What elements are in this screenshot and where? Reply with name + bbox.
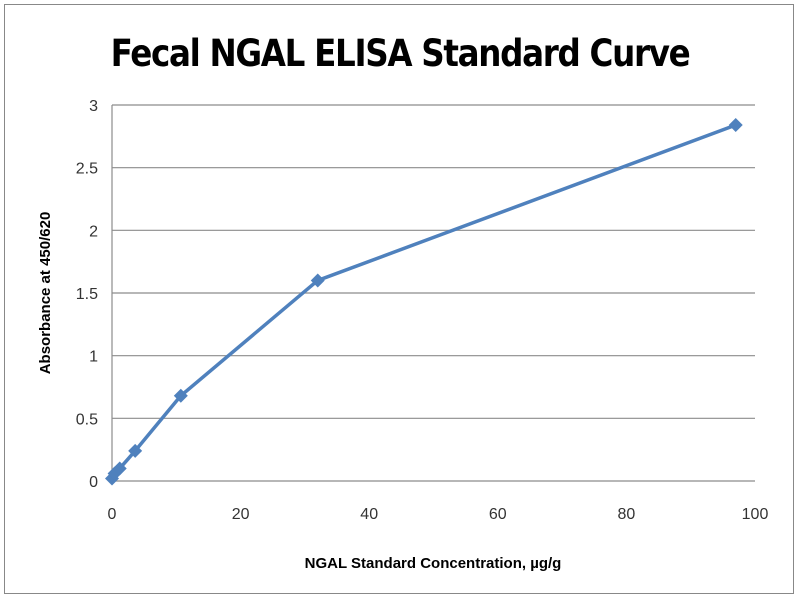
- x-tick-label: 100: [742, 506, 769, 523]
- data-point: [112, 461, 127, 476]
- y-axis-label: Absorbance at 450/620: [37, 212, 54, 375]
- chart-frame: [4, 4, 794, 594]
- y-tick-label: 2.5: [76, 161, 98, 178]
- y-tick-label: 1.5: [76, 286, 98, 303]
- series-line: [110, 123, 737, 480]
- y-tick-label: 0.5: [76, 411, 98, 428]
- data-point: [173, 388, 188, 403]
- x-tick-label: 20: [232, 506, 250, 523]
- x-tick-label: 40: [360, 506, 378, 523]
- data-point: [310, 273, 325, 288]
- x-tick-label: 60: [489, 506, 507, 523]
- x-axis-label: NGAL Standard Concentration, µg/g: [305, 555, 562, 572]
- y-tick-label: 2: [89, 223, 98, 240]
- x-tick-label: 80: [618, 506, 636, 523]
- data-point: [728, 118, 743, 133]
- chart-title: Fecal NGAL ELISA Standard Curve: [110, 32, 691, 75]
- y-tick-label: 1: [89, 349, 98, 366]
- data-point: [128, 443, 143, 458]
- y-tick-label: 3: [89, 98, 98, 115]
- x-tick-label: 0: [108, 506, 117, 523]
- y-tick-label: 0: [89, 474, 98, 491]
